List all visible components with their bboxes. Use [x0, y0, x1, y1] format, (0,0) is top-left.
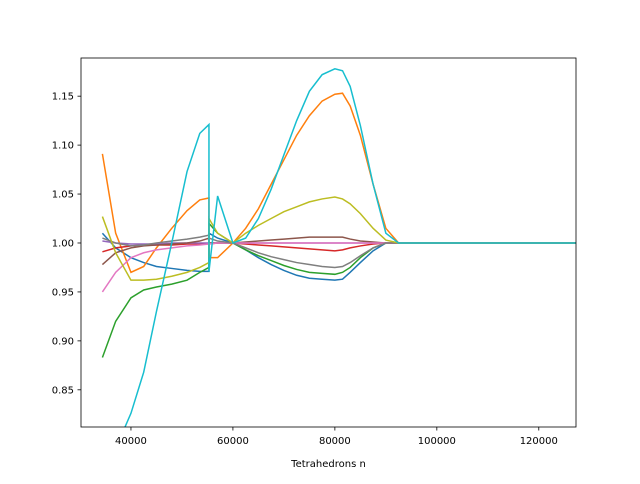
series-line [101, 92, 576, 274]
y-tick-label: 1.05 [52, 190, 74, 201]
plot-lines [101, 67, 576, 427]
series-line [102, 234, 576, 269]
y-tick-label: 1.00 [52, 238, 74, 249]
series-line [101, 231, 576, 281]
x-axis-label: Tetrahedrons n [290, 459, 366, 470]
x-tick-label: 100000 [418, 436, 456, 447]
series-line [101, 236, 576, 266]
series-line [101, 242, 576, 293]
series-line [101, 221, 576, 358]
x-tick-label: 80000 [319, 436, 351, 447]
y-tick-label: 1.15 [52, 92, 74, 103]
series-line [124, 67, 576, 427]
axes-frame [80, 57, 577, 428]
x-tick-label: 40000 [115, 436, 147, 447]
y-tick-label: 0.85 [52, 385, 74, 396]
y-tick-label: 0.95 [52, 287, 74, 298]
x-tick-label: 120000 [520, 436, 558, 447]
y-tick-label: 1.10 [52, 141, 74, 152]
x-tick-label: 60000 [217, 436, 249, 447]
y-tick-label: 0.90 [52, 336, 74, 347]
